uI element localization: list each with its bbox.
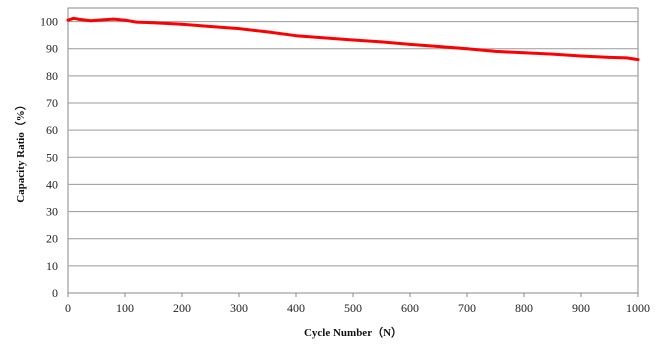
data-point [89, 19, 93, 23]
data-point [465, 47, 469, 51]
x-tick-label: 800 [515, 301, 533, 315]
data-point [209, 25, 212, 28]
x-tick-label: 0 [65, 301, 71, 315]
y-tick-label: 20 [46, 232, 58, 246]
x-tick-label: 100 [116, 301, 134, 315]
y-axis-label: Capacity Ratio（%） [14, 99, 27, 203]
y-tick-label: 40 [46, 177, 58, 191]
data-point [100, 18, 104, 22]
x-axis-label: Cycle Number（N） [304, 326, 402, 339]
y-tick-label: 0 [52, 286, 58, 300]
data-point [294, 34, 298, 38]
data-point [522, 51, 526, 55]
data-point [266, 30, 269, 34]
data-point [323, 36, 326, 40]
y-tick-label: 90 [46, 42, 58, 56]
data-point [579, 54, 583, 58]
x-tick-label: 600 [401, 301, 419, 315]
data-point [437, 45, 440, 48]
data-point [380, 40, 383, 44]
data-point [152, 21, 155, 25]
data-point [66, 18, 70, 22]
y-tick-label: 30 [46, 205, 58, 219]
series-lines [66, 16, 640, 62]
data-point [78, 18, 81, 21]
y-tick-labels: 0 10 20 30 40 50 60 70 80 90 100 [40, 15, 58, 300]
data-point [351, 38, 355, 42]
data-point [112, 17, 115, 21]
data-point [494, 50, 497, 53]
x-tick-label: 1000 [626, 301, 650, 315]
x-tick-label: 400 [287, 301, 305, 315]
gridlines [68, 21, 638, 267]
x-tick-label: 900 [572, 301, 590, 315]
plot-area [67, 7, 639, 294]
data-point [625, 56, 628, 60]
x-tick-label: 500 [344, 301, 362, 315]
data-point [636, 58, 640, 61]
y-tick-label: 50 [46, 150, 58, 164]
x-tick-label: 200 [173, 301, 191, 315]
y-tick-label: 70 [46, 96, 58, 110]
data-point [123, 18, 127, 22]
y-tick-label: 100 [40, 15, 58, 29]
data-point [237, 27, 241, 30]
y-tick-label: 60 [46, 123, 58, 137]
y-tick-label: 10 [46, 259, 58, 273]
data-point [72, 16, 76, 20]
y-tick-label: 80 [46, 69, 58, 83]
x-tick-label: 300 [230, 301, 248, 315]
data-point [608, 56, 611, 59]
data-point [180, 22, 184, 26]
data-point [551, 52, 554, 56]
data-point [408, 43, 412, 46]
data-point [135, 20, 138, 24]
x-tick-label: 700 [458, 301, 476, 315]
x-tick-labels: 0 100 200 300 400 500 600 700 800 900 1000 [65, 293, 650, 315]
